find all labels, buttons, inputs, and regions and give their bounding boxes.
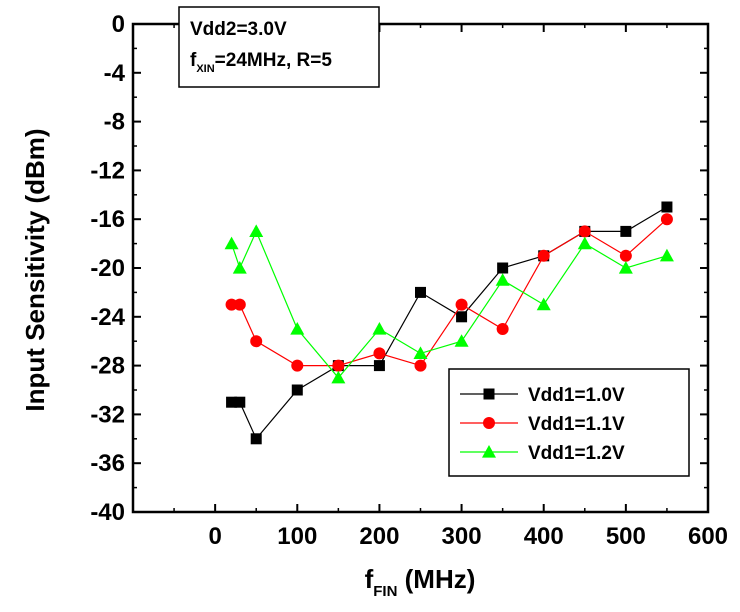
x-axis-title: fFIN (MHz) xyxy=(365,564,476,600)
data-point xyxy=(414,359,427,372)
x-tick-label: 0 xyxy=(208,523,221,550)
data-point xyxy=(496,323,509,335)
y-tick-label: -16 xyxy=(90,206,125,233)
y-tick-label: -8 xyxy=(104,109,125,136)
data-point xyxy=(372,322,387,335)
y-tick-label: -4 xyxy=(104,60,126,87)
data-point xyxy=(413,346,428,359)
series-3 xyxy=(224,224,674,384)
data-point xyxy=(224,236,239,250)
y-tick-label: -36 xyxy=(90,450,125,477)
legend-entry-3: Vdd1=1.2V xyxy=(460,443,625,464)
y-tick-label: -12 xyxy=(90,157,125,184)
legend-label: Vdd1=1.1V xyxy=(528,414,625,435)
series-layer xyxy=(224,201,674,445)
data-point xyxy=(536,297,551,311)
data-point xyxy=(225,298,238,311)
data-point xyxy=(620,225,632,237)
data-point xyxy=(232,261,247,274)
annotation-frame xyxy=(178,6,380,88)
data-point xyxy=(332,359,345,372)
x-tick-label: 300 xyxy=(442,523,482,550)
legend-marker xyxy=(482,445,496,458)
data-point xyxy=(659,248,674,262)
data-point xyxy=(415,286,426,298)
y-tick-label: 0 xyxy=(112,11,125,38)
annotation-line-2-sub: XIN xyxy=(196,63,214,75)
annotation-box: Vdd2=3.0V fXIN=24MHz, R=5 xyxy=(178,6,380,88)
series-line xyxy=(231,229,668,379)
data-point xyxy=(618,261,633,274)
x-tick-label: 600 xyxy=(688,523,728,550)
annotation-line-2: fXIN=24MHz, R=5 xyxy=(190,50,332,75)
data-point xyxy=(455,298,468,311)
data-point xyxy=(660,213,673,226)
x-tick-label: 400 xyxy=(524,523,564,550)
y-tick-label: -40 xyxy=(90,499,125,526)
annotation-line-1: Vdd2=3.0V xyxy=(190,19,287,40)
data-point xyxy=(233,298,246,311)
data-point xyxy=(577,236,592,250)
data-point xyxy=(373,360,385,372)
data-point xyxy=(661,201,673,213)
series-line xyxy=(231,218,668,367)
y-tick-label: -28 xyxy=(90,353,125,380)
data-point xyxy=(250,433,262,445)
data-point xyxy=(454,334,469,347)
legend-marker xyxy=(483,388,495,400)
data-point xyxy=(495,273,510,286)
legend-entry-1: Vdd1=1.0V xyxy=(460,385,625,406)
data-point xyxy=(578,225,591,238)
data-point xyxy=(291,359,304,372)
data-point xyxy=(234,396,246,408)
data-point xyxy=(331,370,346,384)
data-point xyxy=(537,249,550,262)
data-point xyxy=(290,322,305,335)
y-tick-label: -32 xyxy=(90,401,125,428)
x-axis-title-rest: (MHz) xyxy=(397,564,475,594)
legend: Vdd1=1.0V Vdd1=1.1V Vdd1=1.2V xyxy=(448,368,690,477)
data-point xyxy=(373,347,386,360)
data-point xyxy=(497,262,509,274)
annotation-line-2-main: f xyxy=(190,50,197,71)
data-point xyxy=(291,384,303,396)
data-point xyxy=(250,335,263,348)
axes: 0 100 200 300 400 500 600 0 -4 -8 -12 -16 -20 -24 -28 -… xyxy=(90,11,728,550)
legend-marker xyxy=(483,417,495,429)
legend-entry-2: Vdd1=1.1V xyxy=(460,414,625,435)
x-tick-label: 500 xyxy=(606,523,646,550)
data-point xyxy=(226,396,238,408)
annotation-line-2-rest: =24MHz, R=5 xyxy=(215,50,333,71)
y-axis-title: Input Sensitivity (dBm) xyxy=(20,128,50,411)
data-point xyxy=(249,224,264,237)
y-tick-label: -20 xyxy=(90,255,125,282)
data-point xyxy=(619,249,632,262)
data-point xyxy=(456,311,468,323)
series-2 xyxy=(225,213,673,372)
x-axis-title-sub: FIN xyxy=(373,583,397,600)
legend-label: Vdd1=1.2V xyxy=(528,443,625,464)
legend-label: Vdd1=1.0V xyxy=(528,385,625,406)
x-tick-label: 100 xyxy=(277,523,317,550)
y-tick-label: -24 xyxy=(90,304,125,331)
x-axis-title-main: f xyxy=(365,564,374,594)
x-tick-label: 200 xyxy=(359,523,399,550)
